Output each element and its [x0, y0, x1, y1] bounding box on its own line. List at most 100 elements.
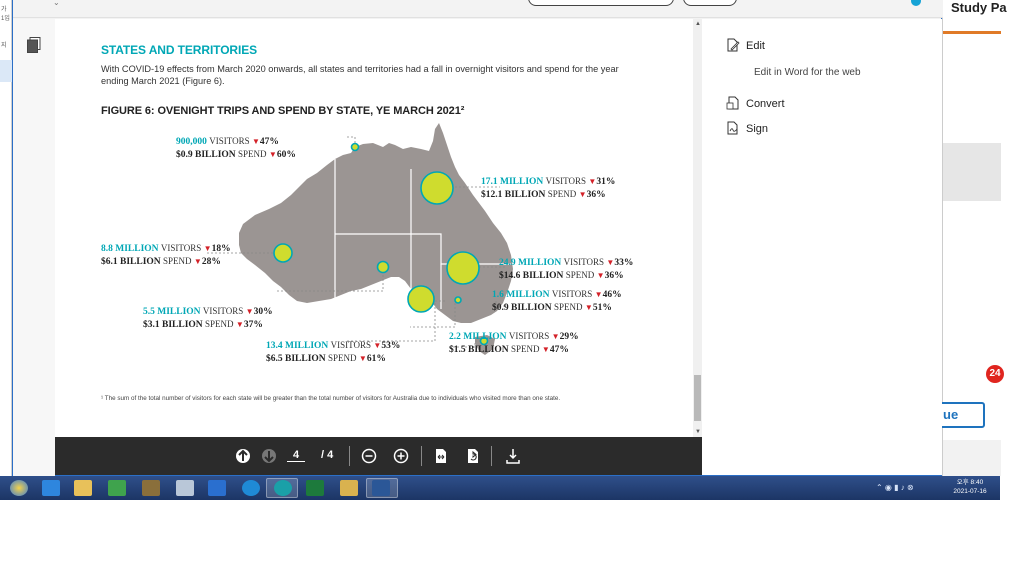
visitors-value: 5.5 MILLION — [143, 307, 201, 317]
state-stat-wa: 8.8 MILLION VISITORS ▼18% $6.1 BILLION S… — [101, 243, 231, 267]
page-number-input[interactable]: 4 — [287, 449, 305, 462]
bg-left-selection — [0, 60, 12, 82]
state-stat-nsw: 24.9 MILLION VISITORS ▼33% $14.6 BILLION… — [499, 257, 634, 281]
spend-value: $6.5 BILLION — [266, 354, 326, 364]
toolbar-pill-button[interactable] — [683, 0, 737, 6]
background-panel — [943, 143, 1001, 201]
chevron-down-icon[interactable]: ⌄ — [53, 0, 60, 7]
toolbar-divider — [349, 446, 350, 466]
bubble-vic — [407, 285, 435, 313]
scroll-up-icon[interactable]: ▲ — [695, 21, 701, 27]
edit-pdf-icon — [727, 38, 740, 52]
word-icon[interactable] — [372, 480, 390, 496]
edit-in-word-item[interactable]: Edit in Word for the web — [754, 67, 861, 78]
app-icon[interactable] — [208, 480, 226, 496]
bubble-tas — [479, 336, 489, 346]
clock[interactable]: 오후 8:40 2021-07-16 — [946, 478, 994, 496]
state-borders — [334, 159, 511, 309]
convert-icon — [726, 96, 739, 110]
pdf-toolbar: 4 / 4 — [55, 437, 702, 475]
spend-value: $6.1 BILLION — [101, 257, 161, 267]
section-heading: STATES AND TERRITORIES — [101, 43, 258, 57]
edge-icon[interactable] — [274, 480, 292, 496]
bg-left-text: 가 — [1, 7, 7, 13]
toolbar-divider — [491, 446, 492, 466]
pages-icon[interactable] — [27, 37, 41, 53]
state-stat-act: 1.6 MILLION VISITORS ▼46% $0.9 BILLION S… — [492, 289, 622, 313]
fit-page-icon[interactable] — [433, 448, 449, 464]
australia-map — [205, 123, 513, 355]
state-stat-tas: 2.2 MILLION VISITORS ▼29% $1.5 BILLION S… — [449, 331, 579, 355]
spend-value: $12.1 BILLION — [481, 190, 546, 200]
zoom-out-icon[interactable] — [361, 448, 377, 464]
taskbar: ⌃ ◉ ▮ ♪ ⊗ 오후 8:40 2021-07-16 — [0, 476, 1000, 500]
bg-left-text: 1입 — [1, 16, 10, 22]
arrow-up-icon[interactable] — [235, 448, 251, 464]
spend-value: $1.5 BILLION — [449, 345, 509, 355]
convert-menu-item[interactable]: Convert — [726, 96, 785, 110]
page-total: / 4 — [321, 449, 334, 461]
clock-date: 2021-07-16 — [953, 488, 987, 495]
convert-label: Convert — [746, 98, 785, 110]
background-button[interactable]: ue — [935, 402, 985, 428]
sign-icon — [727, 121, 738, 135]
zoom-in-icon[interactable] — [393, 448, 409, 464]
bubble-act — [454, 296, 462, 304]
visitors-value: 2.2 MILLION — [449, 332, 507, 342]
background-window-left: 가 1입 지 — [0, 0, 12, 476]
document-page: STATES AND TERRITORIES With COVID-19 eff… — [55, 19, 693, 437]
ie-icon[interactable] — [42, 480, 60, 496]
arrow-down-icon[interactable] — [261, 448, 277, 464]
state-stat-nt: 900,000 VISITORS ▼47% $0.9 BILLION SPEND… — [176, 136, 296, 160]
bubble-qld — [420, 171, 454, 205]
download-icon[interactable] — [505, 448, 521, 464]
toolbar-divider — [421, 446, 422, 466]
state-stat-sa: 5.5 MILLION VISITORS ▼30% $3.1 BILLION S… — [143, 306, 273, 330]
spend-value: $0.9 BILLION — [492, 303, 552, 313]
bubble-nsw — [446, 251, 480, 285]
sign-menu-item[interactable]: Sign — [726, 121, 768, 135]
profile-icon[interactable] — [911, 0, 921, 6]
edit-menu-item[interactable]: Edit — [726, 38, 765, 52]
visitors-value: 13.4 MILLION — [266, 341, 329, 351]
folder-icon[interactable] — [74, 480, 92, 496]
app-icon[interactable] — [142, 480, 160, 496]
background-window-right: Study Pa 24 ue — [935, 0, 1007, 476]
bubble-sa — [376, 260, 390, 274]
app-icon[interactable] — [176, 480, 194, 496]
notification-badge[interactable]: 24 — [986, 365, 1004, 383]
viewer-top-strip: ⌄ — [13, 0, 943, 18]
spend-value: $14.6 BILLION — [499, 271, 564, 281]
store-icon[interactable] — [108, 480, 126, 496]
edit-label: Edit — [746, 40, 765, 52]
visitors-value: 8.8 MILLION — [101, 244, 159, 254]
tray-icons[interactable]: ⌃ ◉ ▮ ♪ ⊗ — [876, 483, 914, 492]
side-pane: Edit Edit in Word for the web Convert Si… — [702, 19, 942, 475]
intro-paragraph: With COVID-19 effects from March 2020 on… — [101, 64, 619, 86]
start-icon[interactable] — [10, 480, 28, 496]
left-rail — [13, 19, 55, 476]
bubble-nt — [350, 142, 360, 152]
rotate-page-icon[interactable] — [465, 448, 481, 464]
background-window-title[interactable]: Study Pa — [951, 0, 1007, 15]
sign-label: Sign — [746, 123, 769, 135]
clock-time: 오후 8:40 — [956, 479, 984, 486]
figure-footnote: ¹ The sum of the total number of visitor… — [101, 395, 561, 402]
scroll-down-icon[interactable]: ▼ — [695, 429, 701, 435]
background-footer — [943, 440, 1001, 476]
excel-icon[interactable] — [306, 480, 324, 496]
bg-left-text: 지 — [1, 43, 7, 49]
document-scrollbar[interactable]: ▲ ▼ — [693, 19, 702, 437]
scrollbar-thumb[interactable] — [694, 375, 701, 421]
visitors-value: 1.6 MILLION — [492, 290, 550, 300]
visitors-value: 900,000 — [176, 137, 207, 147]
bubble-wa — [273, 243, 293, 263]
toolbar-pill-button[interactable] — [528, 0, 674, 6]
visitors-value: 24.9 MILLION — [499, 258, 562, 268]
figure-title: FIGURE 6: OVENIGHT TRIPS AND SPEND BY ST… — [101, 105, 465, 117]
pdf-viewer-window: ⌄ — [12, 0, 943, 476]
app-icon[interactable] — [242, 480, 260, 496]
spend-value: $3.1 BILLION — [143, 320, 203, 330]
app-icon[interactable] — [340, 480, 358, 496]
